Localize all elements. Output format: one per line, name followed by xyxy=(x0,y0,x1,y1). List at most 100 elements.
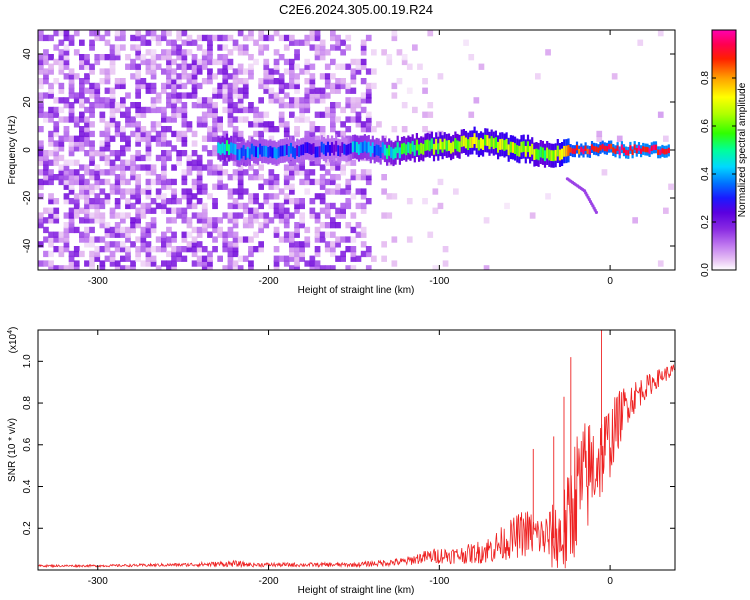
spectrogram-cell xyxy=(114,178,121,186)
spectrogram-cell xyxy=(278,111,285,118)
signal-core xyxy=(473,133,476,144)
spectrogram-cell xyxy=(437,73,444,80)
spectrogram-cell xyxy=(94,58,101,66)
spectrogram-cell xyxy=(104,222,111,229)
spectrogram-cell xyxy=(207,159,213,166)
spectrogram-cell xyxy=(196,121,203,128)
spectrogram-cell xyxy=(84,260,90,267)
spectrogram-cell xyxy=(355,222,362,229)
spectrogram-cell xyxy=(335,207,341,214)
spectrogram-cell xyxy=(155,39,162,46)
spectrogram-cell xyxy=(43,49,49,56)
spectrogram-cell xyxy=(340,49,346,56)
spectrogram-cell xyxy=(294,265,300,270)
spectrogram-cell xyxy=(340,82,346,90)
spectrogram-cell xyxy=(386,212,393,219)
spectrogram-cell xyxy=(227,188,234,195)
spectrogram-cell xyxy=(73,49,80,56)
spectrogram-cell xyxy=(319,44,326,51)
spectrogram-cell xyxy=(38,111,44,118)
spectrogram-cell xyxy=(171,145,177,152)
spectrogram-cell xyxy=(324,92,331,99)
spectrogram-cell xyxy=(43,260,49,267)
spectrogram-cell xyxy=(258,34,264,42)
spectrogram-cell xyxy=(38,54,44,61)
signal-core xyxy=(405,144,408,156)
spectrogram-cell xyxy=(63,222,70,229)
spectrogram-cell xyxy=(345,246,352,253)
spectrogram-cell xyxy=(63,265,70,270)
signal-core xyxy=(479,137,483,149)
spectrogram-cell xyxy=(324,222,331,229)
spectrogram-cell xyxy=(58,174,65,181)
spectrogram-cell xyxy=(94,30,101,37)
spectrogram-cell xyxy=(309,126,316,133)
spectrogram-cell xyxy=(84,207,90,214)
spectrogram-cell xyxy=(283,255,290,262)
spectrogram-cell xyxy=(125,159,131,166)
spectrogram-cell xyxy=(135,102,141,109)
spectrogram-cell xyxy=(442,260,449,267)
signal-core xyxy=(608,144,611,150)
spectrogram-cell xyxy=(242,207,249,214)
spectrogram-cell xyxy=(155,202,162,210)
spectrogram-cell xyxy=(611,73,618,80)
spectrogram-cell xyxy=(58,178,65,186)
spectrogram-cell xyxy=(99,68,106,75)
spectrogram-cell xyxy=(227,250,234,258)
spectrogram-cell xyxy=(145,145,152,152)
spectrogram-cell xyxy=(109,226,116,234)
spectrogram-cell xyxy=(150,126,157,133)
spectrogram-cell xyxy=(125,92,131,99)
spectrogram-cell xyxy=(191,39,198,46)
spectrogram-cell xyxy=(120,111,126,118)
spectrogram-cell xyxy=(176,49,182,56)
spectrogram-cell xyxy=(201,217,208,224)
spectrogram-cell xyxy=(299,106,305,114)
spectrogram-cell xyxy=(324,82,331,90)
spectrogram-cell xyxy=(109,54,116,61)
spectrogram-cell xyxy=(155,92,162,99)
signal-core xyxy=(650,145,653,151)
spectrogram-cell xyxy=(79,174,85,181)
signal-core xyxy=(633,144,636,150)
spectrogram-cell xyxy=(94,183,101,190)
colorbar-frame xyxy=(711,29,737,271)
spectrogram-cell xyxy=(38,222,44,229)
spectrogram-cell xyxy=(248,164,254,171)
spectrogram-cell xyxy=(104,73,111,80)
spectrogram-cell xyxy=(268,121,275,128)
spectrogram-cell xyxy=(365,97,372,104)
spectrogram-cell xyxy=(84,231,90,238)
spectrogram-cell xyxy=(58,250,65,258)
signal-core xyxy=(443,138,446,150)
snr-series xyxy=(38,330,675,569)
spectrogram-cell xyxy=(120,97,126,104)
spectrogram-cell xyxy=(283,217,290,224)
spectrogram-cell xyxy=(191,241,198,248)
spectrogram-cell xyxy=(253,169,259,176)
spectrogram-cell xyxy=(73,226,80,234)
spectrogram-cell xyxy=(58,140,65,147)
spectrogram-cell xyxy=(63,231,70,238)
spectrogram-cell xyxy=(340,236,346,243)
spectrogram-cell xyxy=(273,183,280,190)
spectrogram-cell xyxy=(89,30,95,37)
signal-core xyxy=(407,142,410,153)
signal-core xyxy=(514,143,517,154)
spectrogram-cell xyxy=(84,140,90,147)
spectrogram-cell xyxy=(145,87,152,94)
spectrogram-cell xyxy=(135,82,141,90)
spectrogram-cell xyxy=(38,92,44,99)
spectrogram-cell xyxy=(212,169,218,176)
spectrogram-cell xyxy=(161,202,167,210)
spectrogram-cell xyxy=(150,121,157,128)
spectrogram-cell xyxy=(84,236,90,243)
spectrogram-cell xyxy=(43,154,49,162)
spectrogram-cell xyxy=(145,250,152,258)
spectrogram-cell xyxy=(125,188,131,195)
spectrogram-cell xyxy=(155,193,162,200)
spectrogram-cell xyxy=(161,193,167,200)
spectrogram-cell xyxy=(391,193,398,200)
signal-core xyxy=(467,139,470,150)
